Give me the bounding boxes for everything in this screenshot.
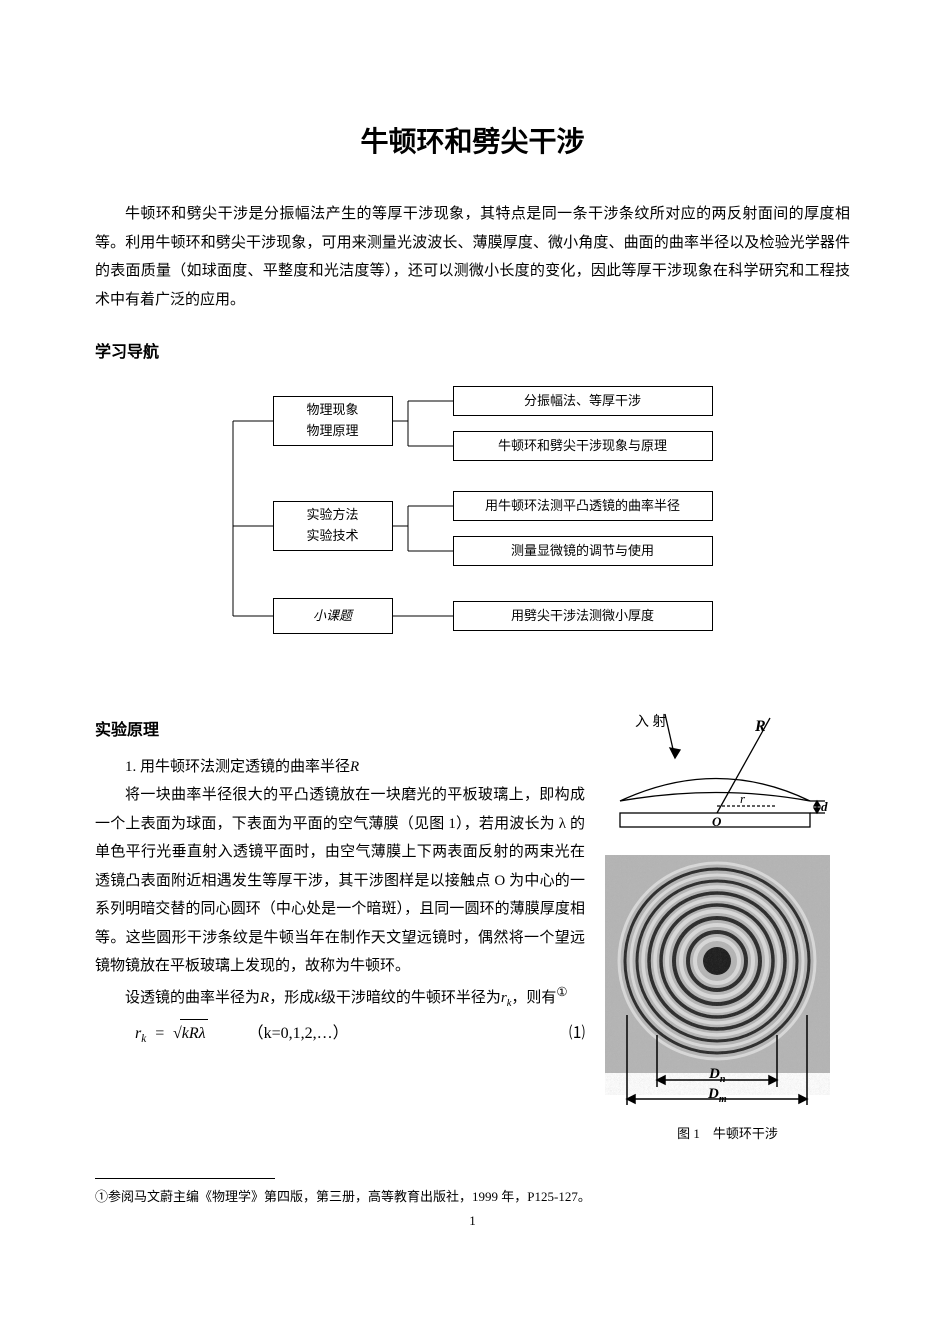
footnote: ①参阅马文蔚主编《物理学》第四版，第三册，高等教育出版社，1999 年，P125… [95, 1187, 850, 1207]
svg-text:Dm: Dm [707, 1086, 727, 1105]
flow-leaf-2: 牛顿环和劈尖干涉现象与原理 [453, 431, 713, 461]
fig2-Dn-sub: n [720, 1074, 726, 1085]
principle-para-1: 将一块曲率半径很大的平凸透镜放在一块磨光的平板玻璃上，即构成一个上表面为球面，下… [95, 781, 585, 981]
flow-group-3: 小课题 [273, 598, 393, 634]
section-heading-nav: 学习导航 [95, 338, 850, 362]
p2-R: R [260, 990, 269, 1006]
fig2-Dm-sub: m [719, 1094, 727, 1105]
flow-group-3-l1: 小课题 [313, 606, 352, 627]
formula-eq: = [154, 1025, 165, 1042]
text-column: 实验原理 1. 用牛顿环法测定透镜的曲率半径R 将一块曲率半径很大的平凸透镜放在… [95, 696, 585, 1050]
learning-nav-flowchart: 物理现象 物理原理 实验方法 实验技术 小课题 分振幅法、等厚干涉 牛顿环和劈尖… [193, 376, 753, 676]
formula-sqrt: kRλ [180, 1019, 208, 1049]
p2-a: 设透镜的曲率半径为 [125, 990, 260, 1006]
formula-lhs-sub: k [141, 1034, 146, 1046]
principle-para-2: 设透镜的曲率半径为R，形成k级干涉暗纹的牛顿环半径为rk，则有① [95, 981, 585, 1014]
p2-rk: rk [501, 990, 512, 1006]
section-heading-principle: 实验原理 [95, 716, 585, 740]
flow-leaf-5: 用劈尖干涉法测微小厚度 [453, 601, 713, 631]
main-columns: 入 射 R r O d [95, 696, 850, 1142]
flow-group-1-l1: 物理现象 [306, 400, 358, 421]
fig1-label-R: R [754, 718, 766, 735]
figure-newton-rings: Dn Dm [605, 855, 830, 1115]
p2-b: ，形成 [269, 990, 314, 1006]
fig2-Dn: D [708, 1066, 720, 1082]
figure-column: 入 射 R r O d [605, 706, 850, 1142]
flow-group-2-l2: 实验技术 [306, 526, 358, 547]
formula-number: ⑴ [569, 1020, 585, 1049]
fig2-Dm: D [707, 1086, 719, 1102]
fig1-label-d: d [821, 799, 828, 814]
flow-group-1-l2: 物理原理 [306, 421, 358, 442]
figure-lens-diagram: 入 射 R r O d [605, 706, 830, 841]
p2-d: ，则有 [511, 990, 556, 1006]
page-number: 1 [95, 1213, 850, 1229]
fig1-label-incident: 入 射 [635, 714, 667, 730]
flow-leaf-3: 用牛顿环法测平凸透镜的曲率半径 [453, 491, 713, 521]
footnote-separator [95, 1178, 275, 1179]
principle-item-1-text: 1. 用牛顿环法测定透镜的曲率半径 [125, 759, 350, 775]
flow-leaf-1: 分振幅法、等厚干涉 [453, 386, 713, 416]
formula-row: rk = √kRλ （k=0,1,2,…） ⑴ [95, 1019, 585, 1049]
flow-group-1: 物理现象 物理原理 [273, 396, 393, 446]
page: 牛顿环和劈尖干涉 牛顿环和劈尖干涉是分振幅法产生的等厚干涉现象，其特点是同一条干… [0, 0, 945, 1269]
formula-cond: （k=0,1,2,…） [248, 1020, 349, 1049]
intro-paragraph: 牛顿环和劈尖干涉是分振幅法产生的等厚干涉现象，其特点是同一条干涉条纹所对应的两反… [95, 200, 850, 314]
fig1-label-O: O [712, 814, 722, 829]
p2-c: 级干涉暗纹的牛顿环半径为 [321, 990, 501, 1006]
footnote-mark: ① [95, 1189, 108, 1204]
footnote-text: 参阅马文蔚主编《物理学》第四版，第三册，高等教育出版社，1999 年，P125-… [108, 1189, 591, 1204]
formula-expr: rk = √kRλ [135, 1019, 208, 1049]
principle-item-1-var: R [350, 759, 359, 775]
principle-item-1-head: 1. 用牛顿环法测定透镜的曲率半径R [95, 754, 585, 781]
flow-leaf-4: 测量显微镜的调节与使用 [453, 536, 713, 566]
p2-k: k [314, 990, 321, 1006]
figure-caption: 图 1 牛顿环干涉 [605, 1123, 850, 1142]
p2-supmark: ① [556, 985, 567, 999]
doc-title: 牛顿环和劈尖干涉 [95, 120, 850, 160]
flow-group-2: 实验方法 实验技术 [273, 501, 393, 551]
flow-group-2-l1: 实验方法 [306, 505, 358, 526]
